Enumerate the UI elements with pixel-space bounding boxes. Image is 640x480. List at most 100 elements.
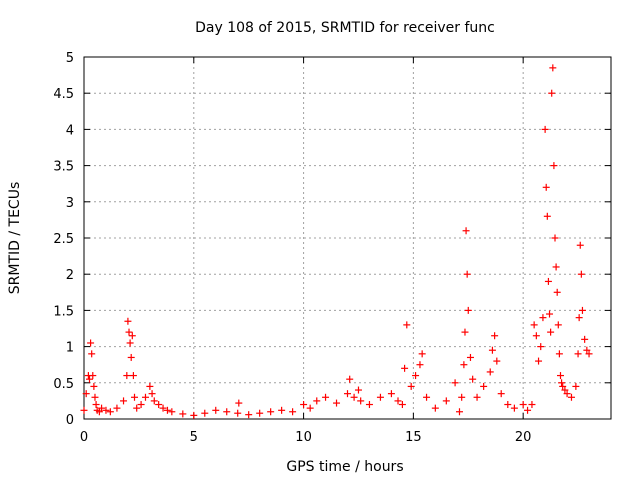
data-point	[524, 406, 532, 414]
data-point	[168, 408, 176, 416]
data-point	[92, 401, 100, 409]
data-point	[469, 375, 477, 383]
y-tick-label: 3.5	[53, 160, 74, 175]
grid	[83, 56, 611, 420]
data-point	[416, 361, 424, 369]
data-point	[123, 372, 131, 380]
data-point	[133, 404, 141, 412]
data-point	[578, 306, 586, 314]
data-point	[289, 408, 297, 416]
x-tick-label: 15	[405, 430, 422, 445]
data-point	[357, 397, 365, 405]
x-axis-label: GPS time / hours	[286, 459, 403, 475]
data-point	[245, 411, 253, 419]
data-point	[278, 406, 286, 414]
data-point	[137, 401, 145, 409]
data-point	[267, 408, 275, 416]
data-point	[394, 397, 402, 405]
data-point	[581, 335, 589, 343]
data-point	[150, 397, 158, 405]
data-point	[179, 410, 187, 418]
data-point	[88, 350, 96, 358]
x-tick-label: 20	[515, 430, 532, 445]
data-point	[488, 346, 496, 354]
data-point	[124, 317, 132, 325]
data-point	[567, 393, 575, 401]
data-point	[504, 401, 512, 409]
data-point	[535, 357, 543, 365]
data-point	[462, 227, 470, 235]
data-point	[466, 353, 474, 361]
data-point	[190, 411, 198, 419]
data-point	[98, 404, 106, 412]
data-point	[333, 399, 341, 407]
data-point	[106, 408, 114, 416]
data-point	[539, 314, 547, 322]
data-point	[398, 401, 406, 409]
data-point	[313, 397, 321, 405]
y-tick-label: 0	[66, 413, 74, 428]
data-point	[350, 393, 358, 401]
data-point	[82, 390, 90, 398]
data-point	[148, 390, 156, 398]
data-point	[120, 397, 128, 405]
data-point	[91, 393, 99, 401]
data-point	[549, 64, 557, 72]
data-point	[80, 406, 88, 414]
data-point	[561, 386, 569, 394]
data-point	[365, 401, 373, 409]
data-point	[551, 234, 559, 242]
data-point	[87, 339, 95, 347]
data-point	[403, 321, 411, 329]
axis-ticks: 0 5 10 15 20 0 0.5 1 1.5 2 2.5 3 3.5 4 4.5 5	[53, 51, 611, 445]
data-points	[80, 64, 593, 419]
data-point	[491, 332, 499, 340]
data-point	[577, 270, 585, 278]
data-point	[463, 270, 471, 278]
data-point	[455, 408, 463, 416]
data-point	[235, 399, 243, 407]
y-tick-label: 4.5	[53, 87, 74, 102]
data-point	[223, 408, 231, 416]
data-point	[558, 379, 566, 387]
chart-title: Day 108 of 2015, SRMTID for receiver fun…	[195, 20, 495, 36]
data-point	[128, 332, 136, 340]
data-point	[141, 393, 149, 401]
data-point	[401, 364, 409, 372]
data-point	[542, 183, 550, 191]
data-point	[519, 401, 527, 409]
data-point	[493, 357, 501, 365]
data-point	[129, 372, 137, 380]
y-tick-label: 1	[66, 341, 74, 356]
data-point	[85, 375, 93, 383]
data-point	[163, 406, 171, 414]
data-point	[125, 328, 133, 336]
y-tick-label: 5	[66, 51, 74, 66]
y-axis-label: SRMTID / TECUs	[7, 182, 23, 295]
data-point	[554, 321, 562, 329]
data-point	[552, 263, 560, 271]
data-point	[537, 343, 545, 351]
data-point	[131, 393, 139, 401]
data-point	[559, 382, 567, 390]
data-point	[550, 162, 558, 170]
data-point	[442, 397, 450, 405]
y-tick-label: 1.5	[53, 304, 74, 319]
data-point	[575, 314, 583, 322]
x-tick-label: 0	[80, 430, 88, 445]
x-tick-label: 10	[295, 430, 312, 445]
data-point	[344, 390, 351, 398]
y-tick-label: 2.5	[53, 232, 74, 247]
data-point	[346, 375, 354, 383]
data-point	[583, 346, 591, 354]
data-point	[528, 401, 536, 409]
data-point	[322, 393, 330, 401]
data-point	[159, 404, 167, 412]
data-point	[572, 382, 580, 390]
data-point	[376, 393, 384, 401]
data-point	[256, 409, 264, 417]
data-point	[387, 390, 395, 398]
data-point	[574, 350, 582, 358]
y-tick-label: 3	[66, 196, 74, 211]
data-point	[89, 372, 97, 380]
